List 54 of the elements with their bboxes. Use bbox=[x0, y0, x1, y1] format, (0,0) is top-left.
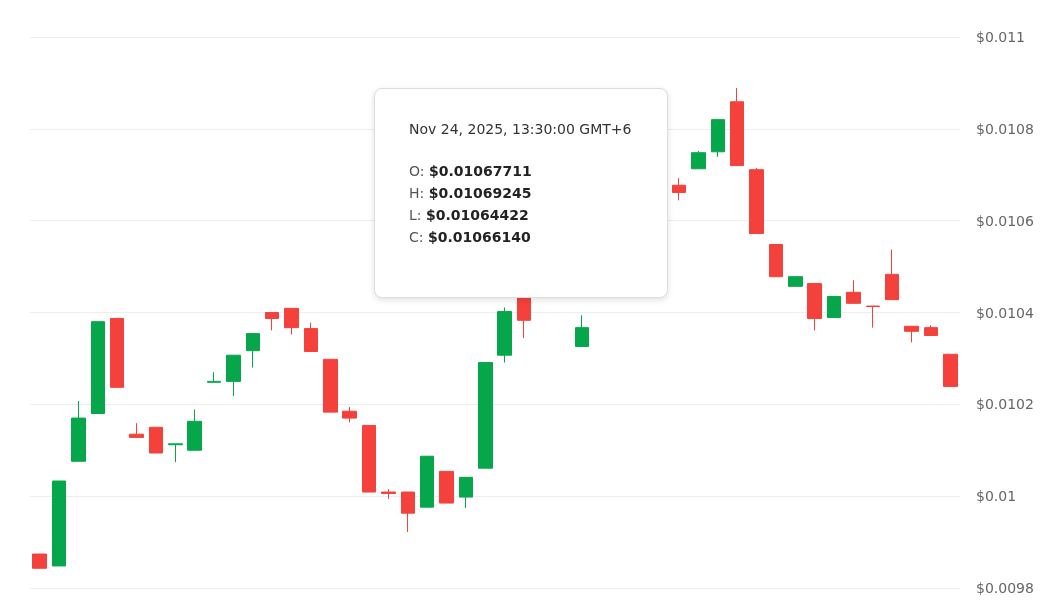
candlestick bbox=[168, 443, 183, 463]
candlestick bbox=[866, 305, 880, 329]
candlestick bbox=[517, 295, 531, 339]
candlestick bbox=[827, 295, 841, 319]
annotation: Nov 24, 2025, 13:30:00 GMT+6 bbox=[409, 121, 633, 137]
candlestick bbox=[885, 249, 899, 301]
candlestick bbox=[769, 244, 783, 278]
candlestick bbox=[71, 400, 86, 462]
candlestick bbox=[575, 314, 589, 347]
y-tick-label: $0.0108 bbox=[976, 120, 1034, 137]
candlestick bbox=[846, 279, 861, 304]
candlestick bbox=[91, 321, 105, 415]
candlestick bbox=[265, 312, 279, 331]
annotation: C: $0.01066140 bbox=[409, 229, 531, 245]
candlestick bbox=[943, 353, 958, 387]
annotation: H: $0.01069245 bbox=[409, 185, 532, 201]
annotation: O: $0.01067711 bbox=[409, 163, 532, 179]
candlestick bbox=[497, 306, 512, 364]
annotation: L: $0.01064422 bbox=[409, 207, 529, 223]
candlestick bbox=[284, 307, 299, 336]
candlestick bbox=[362, 424, 376, 493]
y-tick-label: $0.01 bbox=[976, 488, 1017, 505]
candlestick bbox=[32, 553, 47, 569]
candlestick bbox=[110, 317, 124, 388]
y-tick-label: $0.0104 bbox=[976, 304, 1034, 321]
candlestick bbox=[342, 406, 357, 423]
candlestick bbox=[730, 87, 744, 167]
candlestick bbox=[52, 480, 66, 567]
candlestick bbox=[459, 476, 473, 509]
candlestick bbox=[149, 426, 163, 454]
candlestick bbox=[129, 422, 144, 438]
y-tick-label: $0.011 bbox=[976, 29, 1025, 45]
candlestick bbox=[226, 354, 241, 397]
candlestick bbox=[187, 408, 202, 451]
y-tick-label: $0.0098 bbox=[976, 580, 1034, 596]
y-tick-label: $0.0106 bbox=[976, 212, 1034, 229]
candlestick bbox=[749, 167, 764, 235]
candlestick bbox=[304, 322, 318, 353]
candlestick bbox=[381, 488, 396, 500]
candlestick bbox=[788, 276, 803, 287]
candlestick bbox=[439, 470, 454, 504]
candlestick bbox=[246, 333, 260, 369]
candlestick bbox=[672, 177, 686, 201]
candlestick bbox=[904, 325, 919, 343]
candlestick bbox=[924, 324, 938, 336]
candlestick bbox=[207, 371, 221, 383]
candlestick bbox=[691, 150, 706, 170]
y-tick-label: $0.0102 bbox=[976, 396, 1034, 413]
candlestick bbox=[401, 491, 415, 533]
candlestick bbox=[807, 283, 822, 331]
candlestick bbox=[711, 119, 725, 158]
candlestick bbox=[478, 362, 493, 469]
candlestick bbox=[420, 455, 434, 508]
candlestick bbox=[323, 358, 338, 413]
